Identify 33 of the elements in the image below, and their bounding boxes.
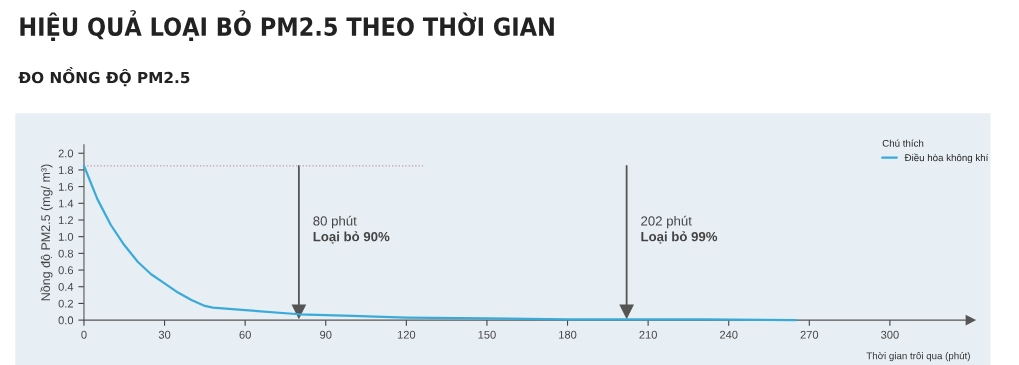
y-tick-label: 2.0	[58, 149, 74, 158]
annotation: Loại bỏ 90%	[313, 231, 390, 244]
x-axis-title: Thời gian trôi qua (phút)	[866, 351, 970, 362]
legend-label: Điều hòa không khí	[904, 153, 989, 164]
line-series	[82, 164, 797, 322]
x-tick-label: 210	[639, 330, 657, 339]
annotation: 202 phút	[641, 215, 692, 229]
y-tick-label: 0.6	[58, 266, 74, 275]
x-tick-label: 180	[559, 330, 577, 339]
x-tick-label: 120	[397, 330, 416, 339]
x-tick-label: 30	[158, 330, 171, 339]
x-tick-label: 270	[800, 330, 819, 339]
y-tick-label: 0.4	[58, 283, 74, 291]
chart-title: HIỆU QUẢ LOẠI BỎ PM2.5 THEO THỜI GIAN	[20, 10, 554, 41]
x-tick-label: 300	[881, 330, 899, 339]
annotation: Loại bỏ 99%	[641, 231, 718, 244]
y-axis-title: Nồng độ PM2.5 (mg/ m³)	[40, 164, 53, 301]
y-tick-label: 1.8	[58, 166, 74, 175]
x-tick-label: 0	[81, 330, 87, 339]
y-tick-label: 1.4	[58, 199, 74, 208]
y-tick-label: 1.2	[58, 216, 73, 225]
x-tick-label: 60	[239, 330, 251, 339]
x-tick-label: 240	[720, 330, 738, 339]
y-tick-label: 0.8	[58, 249, 74, 258]
x-tick-label: 150	[478, 330, 496, 339]
y-tick-label: 1.0	[58, 232, 74, 241]
y-tick-label: 1.6	[58, 182, 74, 191]
annotation: 80 phút	[313, 215, 357, 229]
chart-subtitle: ĐO NỒNG ĐỘ PM2.5	[18, 66, 190, 87]
x-tick-label: 90	[320, 330, 332, 339]
y-tick-label: 0.0	[58, 316, 74, 325]
y-tick-label: 0.2	[58, 299, 73, 308]
legend-title: Chú thích	[882, 139, 924, 147]
